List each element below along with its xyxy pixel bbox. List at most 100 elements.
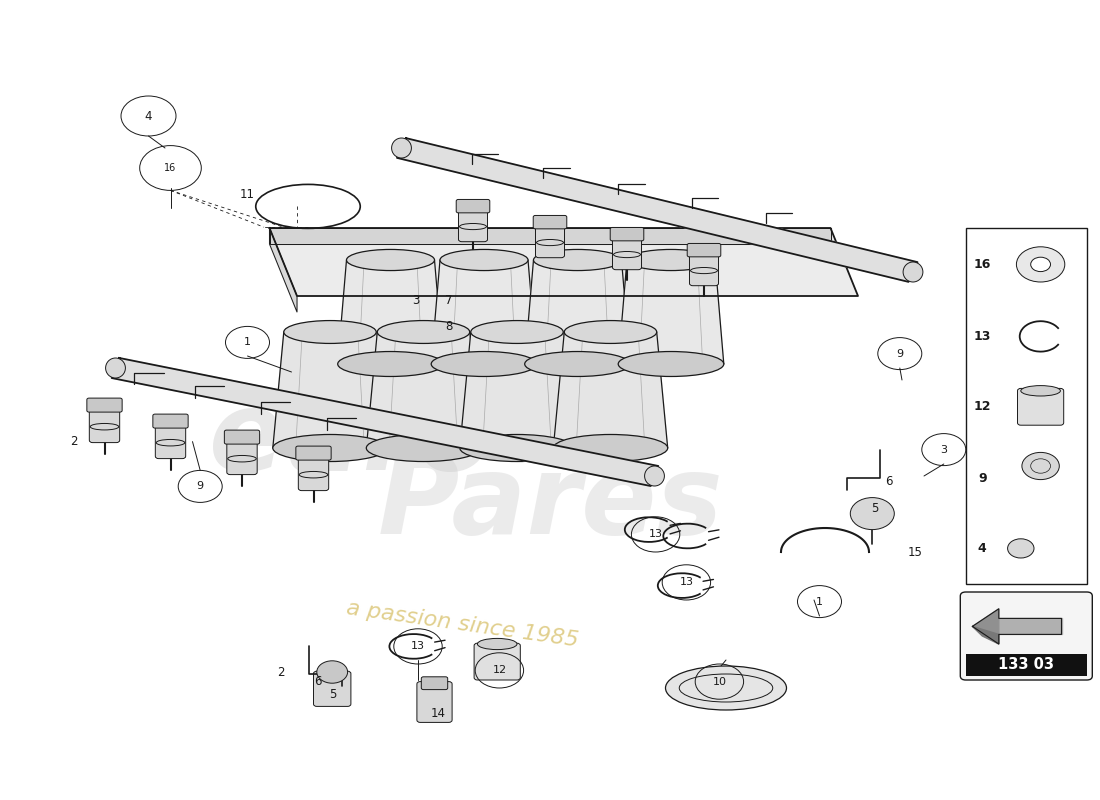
FancyBboxPatch shape: [224, 430, 260, 444]
Text: 12: 12: [493, 666, 506, 675]
Polygon shape: [618, 260, 724, 364]
FancyBboxPatch shape: [89, 406, 120, 442]
FancyBboxPatch shape: [966, 654, 1087, 676]
Text: 9: 9: [197, 482, 204, 491]
Ellipse shape: [645, 466, 664, 486]
Text: 8: 8: [446, 320, 452, 333]
Polygon shape: [972, 626, 999, 644]
FancyBboxPatch shape: [421, 677, 448, 690]
FancyBboxPatch shape: [966, 228, 1087, 584]
FancyBboxPatch shape: [87, 398, 122, 412]
FancyBboxPatch shape: [613, 234, 641, 270]
Ellipse shape: [477, 638, 517, 650]
Ellipse shape: [627, 250, 715, 270]
FancyBboxPatch shape: [688, 243, 720, 257]
Polygon shape: [553, 332, 668, 448]
Ellipse shape: [284, 321, 376, 343]
Text: 14: 14: [430, 707, 446, 720]
Text: 9: 9: [896, 349, 903, 358]
FancyBboxPatch shape: [459, 206, 487, 242]
FancyBboxPatch shape: [960, 592, 1092, 680]
Circle shape: [850, 498, 894, 530]
Circle shape: [317, 661, 348, 683]
Ellipse shape: [460, 434, 574, 462]
Text: 7: 7: [446, 294, 452, 306]
Ellipse shape: [666, 666, 786, 710]
Circle shape: [1016, 246, 1065, 282]
Polygon shape: [338, 260, 443, 364]
Text: 13: 13: [974, 330, 991, 343]
Text: 10: 10: [713, 677, 726, 686]
Polygon shape: [270, 228, 830, 244]
Ellipse shape: [338, 351, 443, 377]
Ellipse shape: [618, 351, 724, 377]
Text: 15: 15: [908, 546, 923, 558]
Ellipse shape: [564, 321, 657, 343]
Text: 2: 2: [277, 666, 284, 678]
FancyBboxPatch shape: [417, 682, 452, 722]
Polygon shape: [460, 332, 574, 448]
FancyBboxPatch shape: [227, 438, 257, 474]
Text: 133 03: 133 03: [999, 658, 1054, 672]
FancyBboxPatch shape: [298, 454, 329, 490]
Ellipse shape: [525, 351, 630, 377]
Text: 16: 16: [974, 258, 991, 271]
Ellipse shape: [106, 358, 125, 378]
FancyBboxPatch shape: [296, 446, 331, 460]
FancyBboxPatch shape: [474, 643, 520, 680]
Text: 12: 12: [974, 400, 991, 414]
Circle shape: [1008, 539, 1034, 558]
Ellipse shape: [273, 434, 387, 462]
Text: 1: 1: [816, 597, 823, 606]
Text: 5: 5: [330, 688, 337, 701]
Text: 3: 3: [412, 294, 419, 306]
Text: Pares: Pares: [377, 450, 723, 558]
FancyBboxPatch shape: [536, 222, 564, 258]
Text: 9: 9: [978, 471, 987, 485]
FancyBboxPatch shape: [456, 199, 490, 213]
Text: 2: 2: [70, 435, 77, 448]
Polygon shape: [270, 228, 297, 312]
Circle shape: [1022, 452, 1059, 480]
Ellipse shape: [366, 434, 481, 462]
FancyBboxPatch shape: [690, 250, 718, 286]
Polygon shape: [972, 609, 999, 644]
Text: 13: 13: [411, 642, 425, 651]
FancyBboxPatch shape: [314, 671, 351, 706]
FancyBboxPatch shape: [155, 422, 186, 458]
Polygon shape: [999, 618, 1062, 634]
Text: 6: 6: [315, 675, 321, 688]
FancyBboxPatch shape: [534, 215, 566, 229]
Text: 5: 5: [871, 502, 878, 514]
FancyBboxPatch shape: [153, 414, 188, 428]
Polygon shape: [397, 138, 917, 282]
Polygon shape: [525, 260, 630, 364]
Ellipse shape: [431, 351, 537, 377]
Ellipse shape: [440, 250, 528, 270]
Text: 16: 16: [164, 163, 177, 173]
Ellipse shape: [1021, 386, 1060, 396]
Text: 4: 4: [978, 542, 987, 555]
Text: 13: 13: [680, 578, 693, 587]
Text: 3: 3: [940, 445, 947, 454]
Polygon shape: [270, 228, 858, 296]
Polygon shape: [273, 332, 387, 448]
Polygon shape: [431, 260, 537, 364]
FancyBboxPatch shape: [1018, 389, 1064, 426]
Text: 4: 4: [145, 110, 152, 122]
Polygon shape: [112, 358, 658, 486]
Ellipse shape: [903, 262, 923, 282]
Text: 1: 1: [244, 338, 251, 347]
Text: a passion since 1985: a passion since 1985: [344, 598, 580, 650]
Circle shape: [1031, 257, 1050, 272]
Ellipse shape: [534, 250, 622, 270]
Ellipse shape: [346, 250, 434, 270]
Ellipse shape: [377, 321, 470, 343]
Text: 13: 13: [649, 530, 662, 539]
Ellipse shape: [392, 138, 411, 158]
Text: 6: 6: [886, 475, 892, 488]
Text: euro: euro: [209, 386, 495, 494]
Text: 11: 11: [240, 188, 255, 201]
FancyBboxPatch shape: [610, 227, 643, 241]
Polygon shape: [366, 332, 481, 448]
